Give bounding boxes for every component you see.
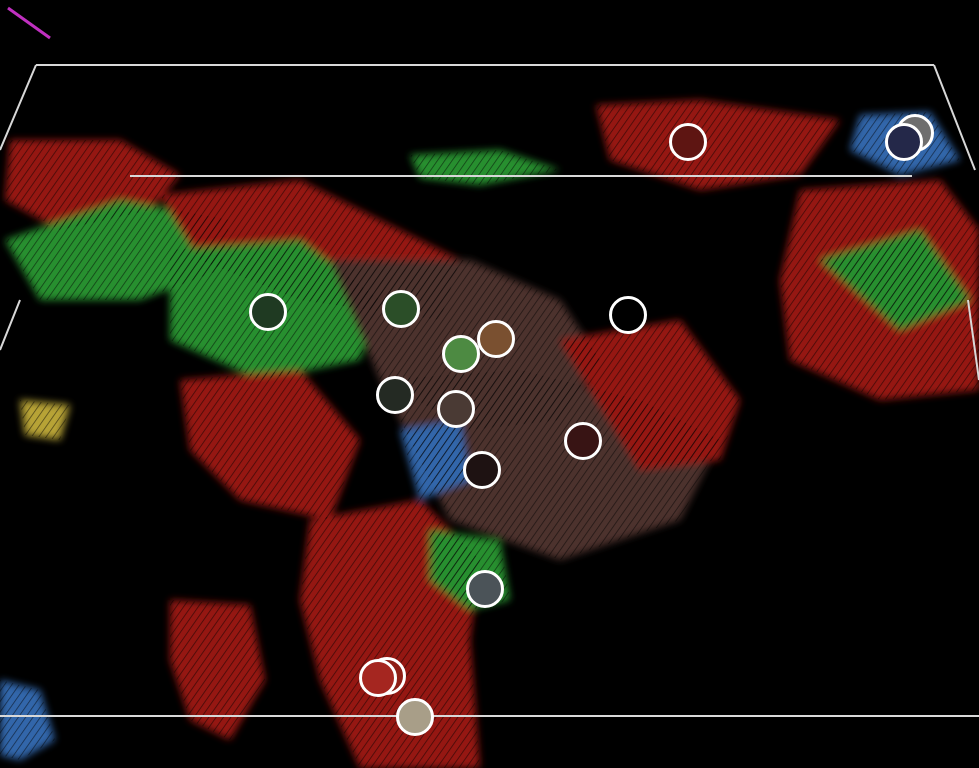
seed-point-marker[interactable]	[564, 422, 602, 460]
glyph-hatch	[560, 320, 740, 470]
seed-point-marker[interactable]	[609, 296, 647, 334]
bbox-left-edge	[0, 299, 21, 351]
glyph-hatch	[20, 400, 70, 440]
glyph-hatch	[180, 370, 360, 520]
seed-point-marker[interactable]	[396, 698, 434, 736]
seed-point-marker[interactable]	[376, 376, 414, 414]
seed-point-marker[interactable]	[477, 320, 515, 358]
glyph-hatch	[400, 420, 470, 500]
vector-glyph-texture	[0, 100, 979, 768]
seed-point-marker[interactable]	[359, 659, 397, 697]
glyph-hatch	[170, 600, 265, 740]
bounding-box	[0, 64, 979, 717]
axis-indicator	[7, 6, 51, 40]
seed-point-marker[interactable]	[463, 451, 501, 489]
seed-point-marker[interactable]	[249, 293, 287, 331]
seed-point-marker[interactable]	[437, 390, 475, 428]
seed-point-marker[interactable]	[885, 123, 923, 161]
seed-point-marker[interactable]	[466, 570, 504, 608]
seed-point-marker[interactable]	[669, 123, 707, 161]
glyph-hatch	[820, 230, 970, 330]
bbox-back-right	[933, 64, 976, 171]
bbox-back-left	[0, 64, 37, 151]
seed-point-marker[interactable]	[382, 290, 420, 328]
seed-point-marker[interactable]	[442, 335, 480, 373]
glyph-hatch	[596, 100, 840, 190]
glyph-hatch	[0, 680, 55, 760]
glyph-hatch	[410, 150, 560, 185]
bbox-right-edge	[967, 299, 979, 381]
